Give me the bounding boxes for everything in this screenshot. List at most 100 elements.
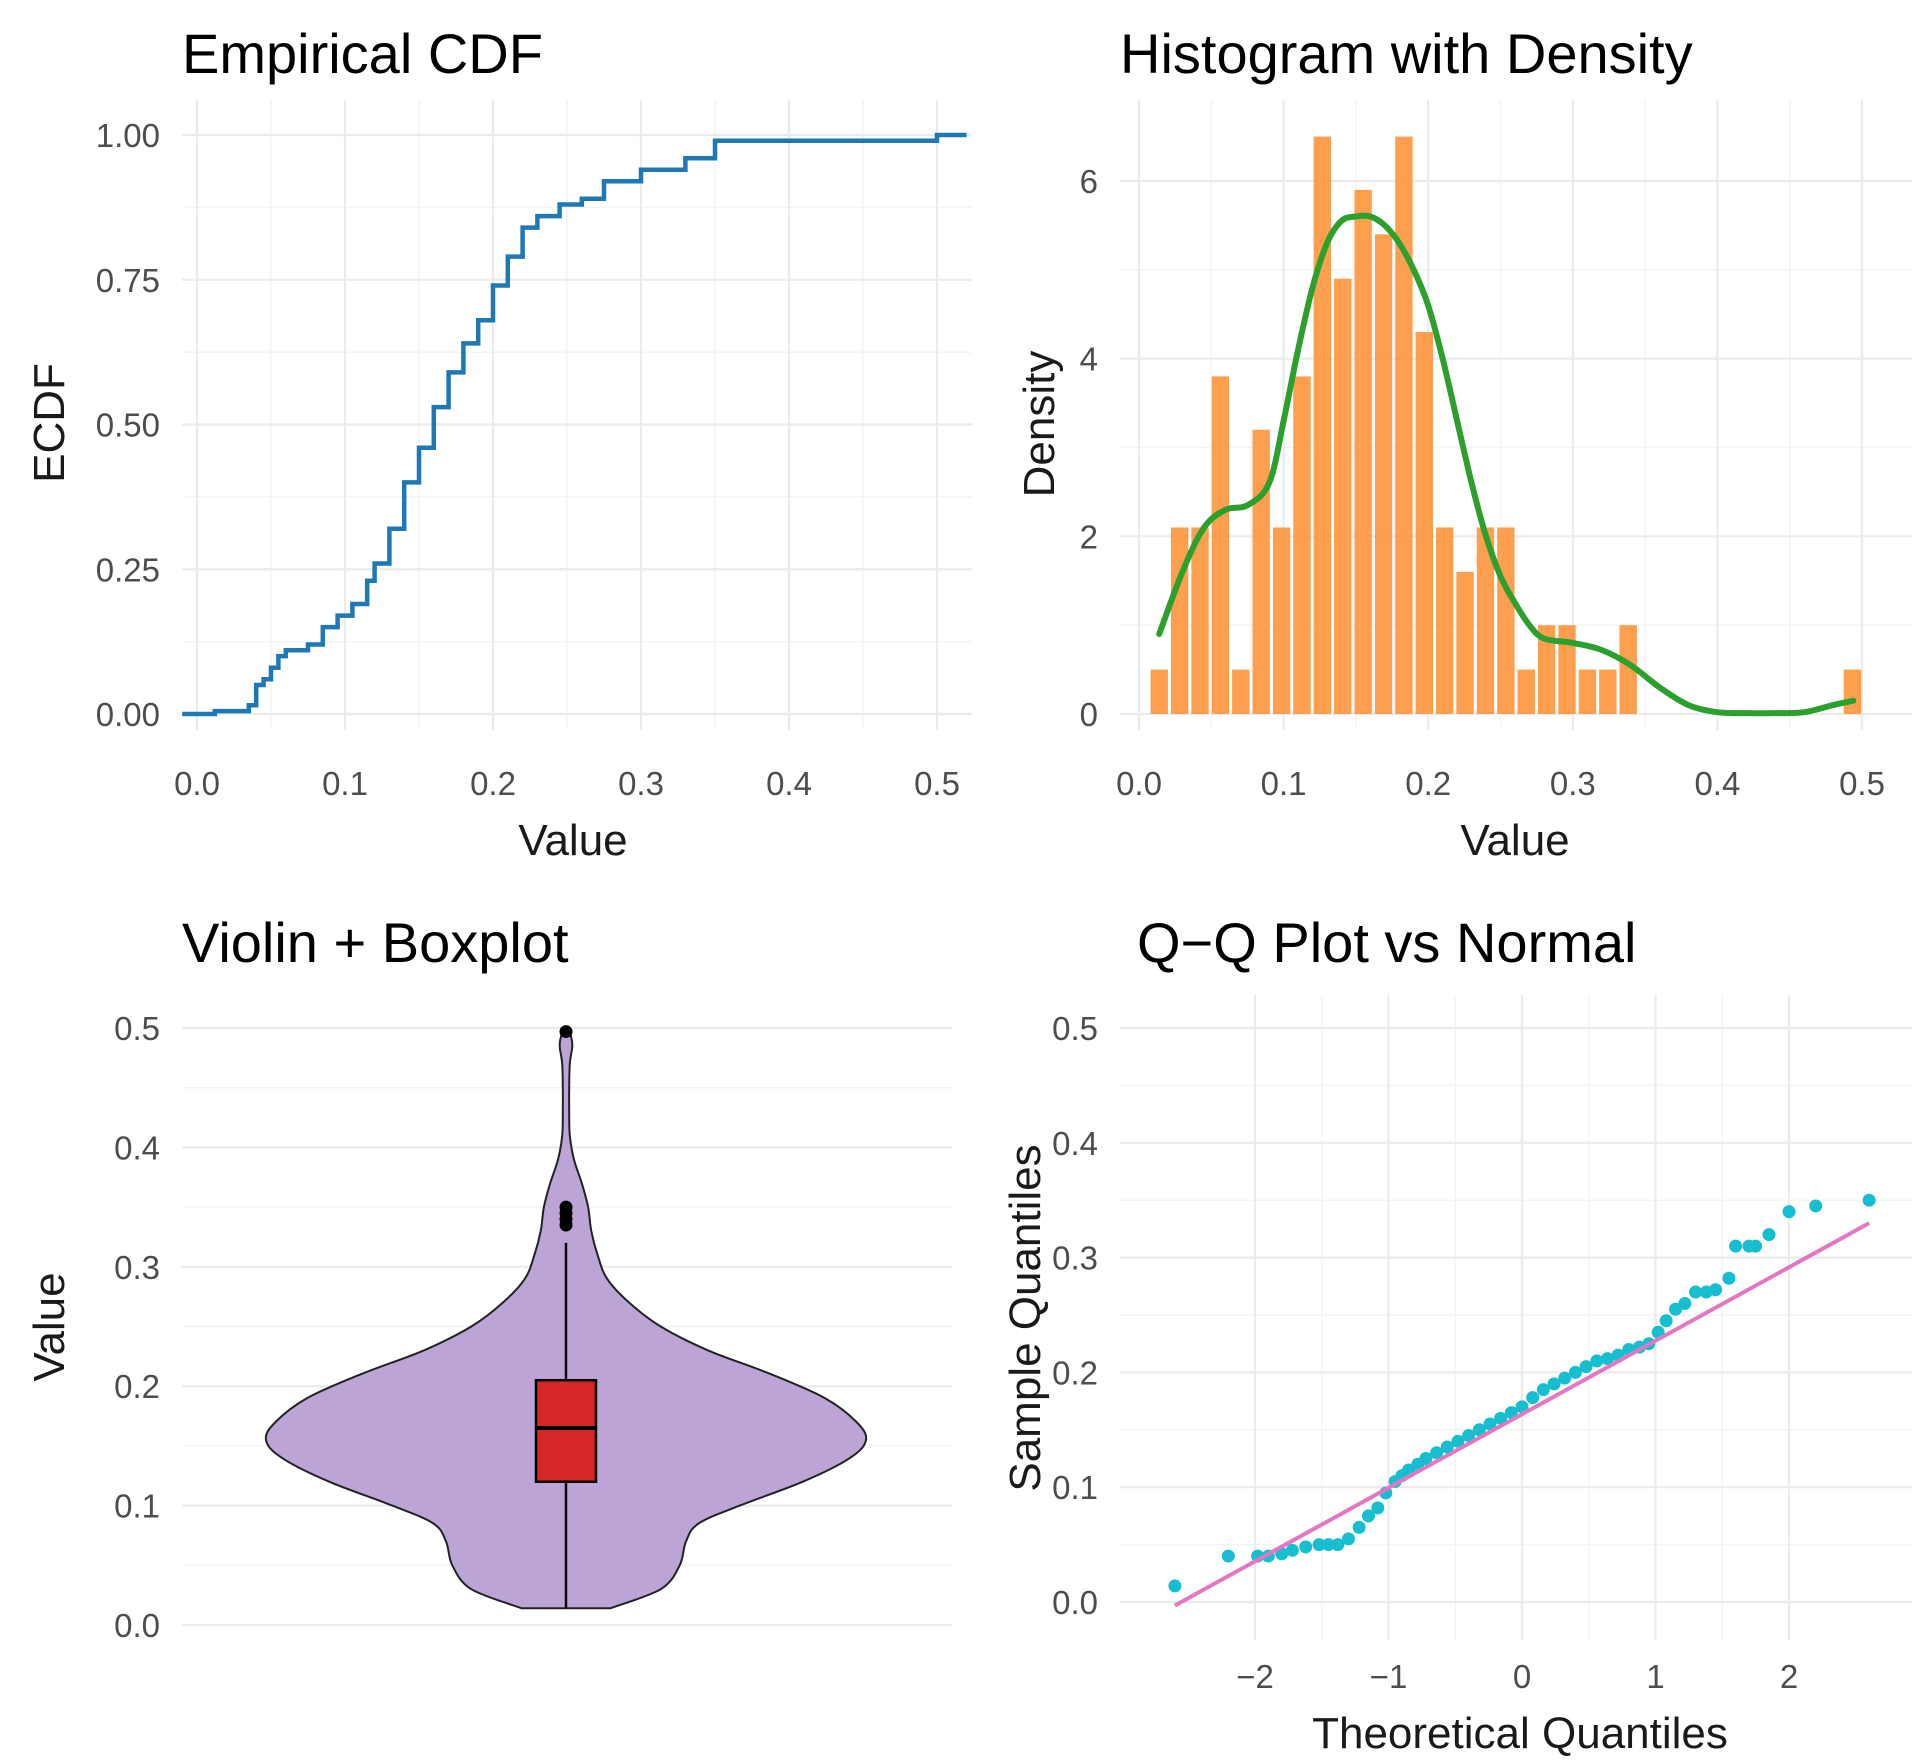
ecdf-y-ticks: 0.00 0.25 0.50 0.75 1.00	[96, 117, 160, 733]
ecdf-x-tick-label: 0.4	[766, 765, 812, 802]
histogram-bar	[1558, 625, 1576, 714]
qq-point	[1462, 1429, 1476, 1443]
histogram-y-tick-label: 4	[1080, 341, 1098, 378]
qq-point	[1809, 1199, 1823, 1213]
histogram-bar	[1476, 527, 1495, 714]
histogram-bar	[1191, 527, 1209, 714]
histogram-bar	[1293, 376, 1311, 714]
violin-panel: 0.0 0.1 0.2 0.3 0.4 0.5 Violin + Boxplot Valu…	[25, 911, 952, 1644]
qq-point	[1361, 1509, 1375, 1523]
qq-point	[1312, 1538, 1326, 1552]
qq-point	[1451, 1434, 1465, 1448]
histogram-density	[1156, 212, 1857, 717]
qq-point	[1504, 1406, 1518, 1420]
histogram-bar	[1599, 669, 1617, 714]
qq-x-tick-label: 0	[1513, 1658, 1531, 1695]
ecdf-gridlines	[182, 100, 972, 730]
qq-marks	[1168, 1193, 1876, 1608]
qq-y-tick-label: 0.0	[1052, 1584, 1098, 1621]
qq-point	[1722, 1271, 1736, 1285]
histogram-bar	[1415, 332, 1433, 714]
qq-point	[1689, 1285, 1703, 1299]
histogram-y-tick-label: 0	[1080, 696, 1098, 733]
qq-point	[1590, 1354, 1604, 1368]
histogram-bar	[1211, 376, 1230, 714]
qq-y-tick-label: 0.4	[1052, 1125, 1098, 1162]
histogram-gridlines	[1120, 100, 1912, 730]
violin-y-label: Value	[25, 1272, 74, 1381]
qq-point	[1321, 1538, 1335, 1552]
qq-point	[1494, 1411, 1508, 1425]
ecdf-step-line	[182, 132, 967, 717]
qq-x-tick-label: −2	[1236, 1658, 1274, 1695]
qq-point	[1352, 1520, 1366, 1534]
histogram-x-tick-label: 0.3	[1550, 765, 1596, 802]
qq-x-label: Theoretical Quantiles	[1312, 1709, 1728, 1758]
qq-point	[1558, 1371, 1572, 1385]
qq-point	[1472, 1423, 1486, 1437]
histogram-bar	[1252, 429, 1270, 714]
histogram-bar	[1578, 669, 1597, 714]
violin-marks	[264, 1025, 868, 1610]
density-curve	[1156, 212, 1857, 717]
qq-x-tick-label: 2	[1780, 1658, 1798, 1695]
qq-panel: 0.0 0.1 0.2 0.3 0.4 0.5 −2 −1 0 1 2 Q−Q Plot vs N…	[1001, 911, 1912, 1758]
box-iqr	[534, 1378, 598, 1483]
histogram-panel: 0 2 4 6 0.0 0.1 0.2 0.3 0.4 0.5 Histogram with D…	[1015, 22, 1912, 865]
histogram-y-label: Density	[1015, 351, 1064, 498]
histogram-bar	[1374, 234, 1393, 715]
violin-y-tick-label: 0.3	[114, 1249, 160, 1286]
qq-point	[1678, 1297, 1692, 1311]
ecdf-y-tick-label: 0.00	[96, 696, 160, 733]
histogram-bar	[1435, 527, 1454, 714]
box-outlier	[559, 1200, 573, 1214]
qq-x-ticks: −2 −1 0 1 2	[1236, 1658, 1798, 1695]
ecdf-y-tick-label: 0.50	[96, 407, 160, 444]
histogram-x-tick-label: 0.4	[1694, 765, 1740, 802]
histogram-x-ticks: 0.0 0.1 0.2 0.3 0.4 0.5	[1116, 765, 1885, 802]
ecdf-x-tick-label: 0.1	[322, 765, 368, 802]
qq-point	[1862, 1193, 1876, 1207]
ecdf-y-tick-label: 0.25	[96, 551, 160, 588]
qq-y-tick-label: 0.5	[1052, 1010, 1098, 1047]
histogram-bar	[1497, 527, 1515, 714]
qq-y-tick-label: 0.1	[1052, 1469, 1098, 1506]
box-outlier	[559, 1025, 573, 1039]
qq-point	[1371, 1501, 1385, 1515]
histogram-bar	[1354, 189, 1372, 715]
qq-point	[1600, 1352, 1614, 1366]
qq-point	[1762, 1228, 1776, 1242]
histogram-x-tick-label: 0.5	[1839, 765, 1885, 802]
qq-point	[1669, 1302, 1683, 1316]
qq-point	[1659, 1314, 1673, 1328]
ecdf-x-label: Value	[518, 816, 627, 865]
ecdf-x-ticks: 0.0 0.1 0.2 0.3 0.4 0.5	[174, 765, 960, 802]
qq-point	[1526, 1391, 1540, 1405]
histogram-bar	[1232, 669, 1250, 714]
histogram-title: Histogram with Density	[1120, 22, 1693, 85]
qq-point	[1547, 1377, 1561, 1391]
histogram-bar	[1313, 136, 1332, 715]
qq-point	[1515, 1400, 1529, 1414]
qq-point	[1430, 1446, 1444, 1460]
ecdf-x-tick-label: 0.3	[618, 765, 664, 802]
qq-x-tick-label: −1	[1370, 1658, 1408, 1695]
histogram-bar	[1619, 625, 1637, 714]
histogram-bar	[1334, 278, 1352, 714]
qq-point	[1729, 1239, 1743, 1253]
histogram-bar	[1395, 136, 1413, 715]
qq-point	[1285, 1543, 1299, 1557]
qq-x-tick-label: 1	[1646, 1658, 1664, 1695]
histogram-y-tick-label: 2	[1080, 518, 1098, 555]
qq-point	[1749, 1239, 1763, 1253]
histogram-y-ticks: 0 2 4 6	[1080, 163, 1098, 733]
violin-y-tick-label: 0.0	[114, 1607, 160, 1644]
qq-reference-line	[1173, 1221, 1871, 1608]
histogram-bar	[1170, 527, 1189, 714]
qq-point	[1709, 1283, 1723, 1297]
qq-point	[1419, 1452, 1433, 1465]
qq-y-label: Sample Quantiles	[1001, 1144, 1050, 1491]
violin-y-tick-label: 0.4	[114, 1129, 160, 1166]
violin-y-tick-label: 0.5	[114, 1010, 160, 1047]
qq-point	[1341, 1532, 1355, 1546]
